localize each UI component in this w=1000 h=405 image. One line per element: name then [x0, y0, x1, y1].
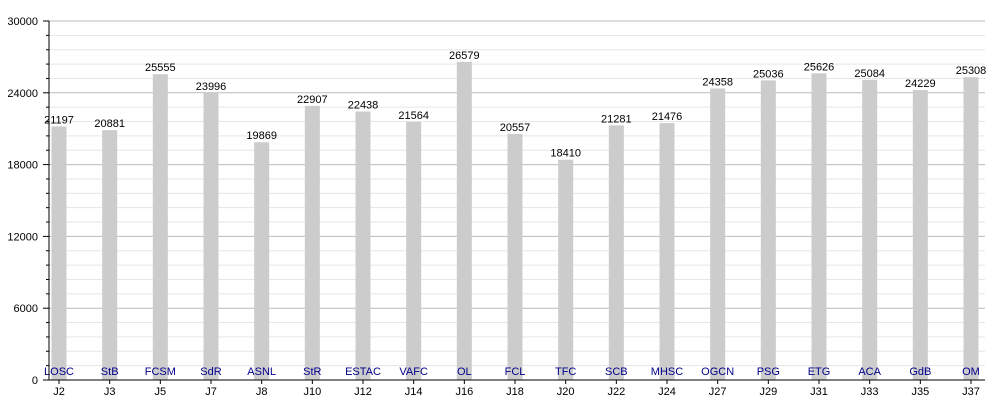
bar-J31 [811, 73, 827, 381]
bar-J18 [507, 134, 523, 380]
bar-J10 [304, 105, 320, 380]
x-tick-label: J29 [759, 386, 777, 398]
value-label: 25036 [753, 68, 784, 80]
value-label: 25308 [956, 65, 987, 77]
bar-J37 [963, 77, 979, 381]
x-tick-label: J14 [405, 386, 423, 398]
value-label: 25555 [145, 62, 176, 74]
team-label: GdB [909, 366, 931, 378]
team-label: PSG [757, 366, 780, 378]
x-tick-label: J8 [256, 386, 268, 398]
team-label: LOSC [44, 366, 74, 378]
x-tick-label: J37 [962, 386, 980, 398]
value-label: 21476 [652, 111, 683, 123]
value-label: 21197 [44, 114, 74, 126]
y-tick-label: 24000 [7, 88, 38, 100]
bar-J8 [254, 142, 270, 380]
x-tick-label: J22 [607, 386, 625, 398]
x-tick-label: J10 [303, 386, 321, 398]
value-label: 21281 [601, 113, 632, 125]
y-tick-label: 0 [32, 375, 38, 387]
bars [51, 61, 979, 381]
team-label: ESTAC [345, 366, 381, 378]
team-label: OL [457, 366, 472, 378]
bar-J12 [355, 111, 371, 380]
value-label: 20881 [94, 118, 125, 130]
x-tick-label: J3 [104, 386, 116, 398]
y-tick-label: 6000 [14, 303, 38, 315]
bar-J27 [710, 88, 726, 380]
y-axis-ticks: 0 6000 12000 18000 24000 30000 [7, 16, 49, 387]
team-label: OGCN [701, 366, 734, 378]
bar-J2 [51, 126, 67, 381]
team-label: ASNL [247, 366, 276, 378]
x-tick-label: J20 [557, 386, 575, 398]
x-tick-label: J12 [354, 386, 372, 398]
value-label: 22438 [348, 99, 379, 111]
team-label: StB [101, 366, 119, 378]
value-label: 19869 [246, 130, 277, 142]
value-label: 21564 [398, 110, 429, 122]
team-label: MHSC [651, 366, 683, 378]
team-label: OM [962, 366, 980, 378]
bar-J33 [862, 79, 878, 381]
value-labels: 21197 20881 25555 23996 19869 22907 22438 21564… [44, 50, 986, 160]
team-label: StR [303, 366, 321, 378]
x-tick-label: J16 [455, 386, 473, 398]
value-label: 24358 [702, 77, 733, 89]
value-label: 26579 [449, 50, 480, 62]
bar-J14 [406, 121, 422, 380]
bar-J5 [152, 74, 168, 380]
bar-J3 [102, 130, 118, 380]
bar-J24 [659, 123, 675, 380]
bar-J29 [760, 80, 776, 381]
team-label: ACA [858, 366, 881, 378]
team-label: SCB [605, 366, 628, 378]
y-tick-label: 12000 [7, 231, 38, 243]
x-tick-label: J7 [205, 386, 217, 398]
x-tick-label: J18 [506, 386, 524, 398]
value-label: 25084 [854, 68, 885, 80]
value-label: 24229 [905, 78, 936, 90]
value-label: 20557 [500, 122, 531, 134]
bar-J16 [456, 61, 472, 381]
value-label: 18410 [550, 148, 581, 160]
team-label: ETG [808, 366, 831, 378]
y-tick-label: 18000 [7, 160, 38, 172]
team-label: TFC [555, 366, 576, 378]
x-tick-label: J5 [155, 386, 167, 398]
value-label: 23996 [196, 81, 227, 93]
x-tick-label: J24 [658, 386, 676, 398]
bar-J22 [608, 125, 624, 380]
x-axis-ticks: J2 J3 J5 J7 J8 J10 J12 J14 J16 J18 J20 J22 J24 J27 J29… [53, 380, 980, 398]
axes [48, 21, 985, 381]
value-label: 25626 [804, 61, 835, 73]
x-tick-label: J35 [911, 386, 929, 398]
bar-J7 [203, 92, 219, 380]
team-label: FCSM [145, 366, 176, 378]
x-tick-label: J31 [810, 386, 828, 398]
team-label: VAFC [399, 366, 428, 378]
team-labels: LOSC StB FCSM SdR ASNL StR ESTAC VAFC OL FCL TFC SC… [44, 366, 980, 378]
value-label: 22907 [297, 94, 328, 106]
y-tick-label: 30000 [7, 16, 38, 28]
x-tick-label: J27 [709, 386, 727, 398]
team-label: SdR [200, 366, 221, 378]
x-tick-label: J33 [861, 386, 879, 398]
bar-J20 [558, 159, 574, 380]
team-label: FCL [505, 366, 526, 378]
bar-J35 [912, 90, 928, 380]
x-tick-label: J2 [53, 386, 65, 398]
